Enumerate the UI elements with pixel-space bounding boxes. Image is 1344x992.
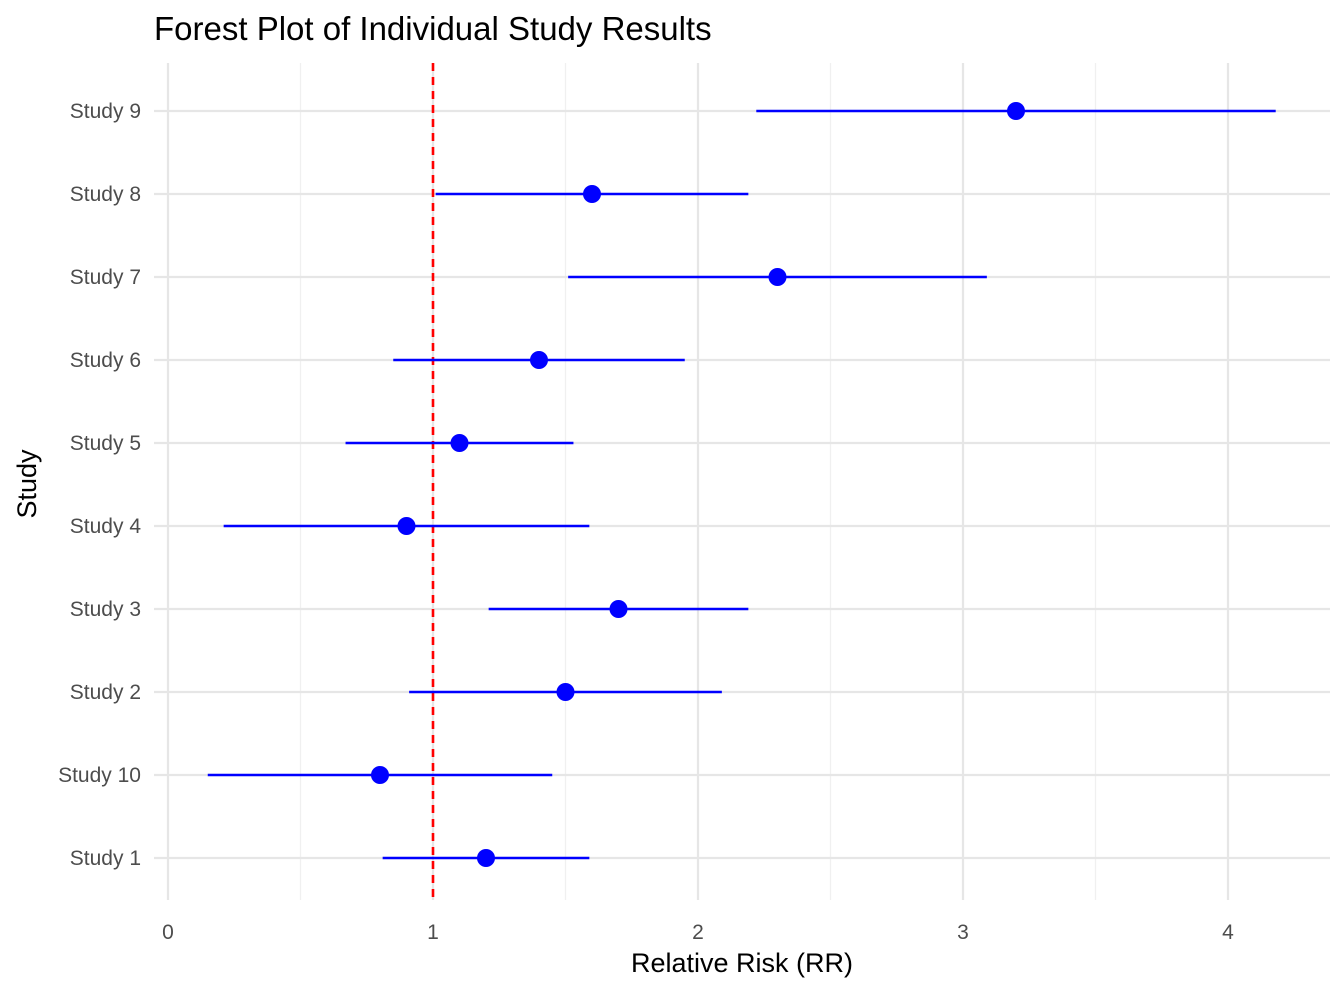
effect-size-point	[371, 766, 389, 784]
data-layer	[207, 102, 1276, 867]
effect-size-point	[530, 351, 548, 369]
effect-size-point	[397, 517, 416, 535]
y-tick-label: Study 10	[58, 764, 141, 787]
x-tick-label: 0	[162, 921, 174, 944]
x-tick-label: 1	[427, 921, 439, 944]
y-tick-label: Study 1	[70, 847, 141, 870]
effect-size-point	[768, 268, 787, 286]
x-axis-title: Relative Risk (RR)	[631, 948, 853, 978]
effect-size-point	[609, 600, 628, 618]
chart-title: Forest Plot of Individual Study Results	[154, 10, 712, 47]
effect-size-point	[477, 849, 495, 867]
y-tick-label: Study 9	[70, 100, 141, 123]
x-tick-label: 4	[1222, 921, 1234, 944]
y-tick-layer: Study 9 Study 8 Study 7 Study 6 Study 5 Study…	[58, 100, 141, 870]
effect-size-point	[1007, 102, 1025, 120]
x-tick-layer: 0 1 2 3 4	[162, 921, 1234, 944]
y-tick-label: Study 6	[70, 349, 141, 372]
y-tick-label: Study 4	[70, 515, 142, 538]
y-tick-label: Study 7	[70, 266, 141, 289]
y-tick-label: Study 2	[70, 681, 141, 704]
effect-size-point	[450, 434, 469, 452]
y-tick-label: Study 8	[70, 183, 141, 206]
x-tick-label: 2	[692, 921, 704, 944]
y-axis-title: Study	[12, 449, 42, 519]
grid-layer	[154, 63, 1330, 900]
plot-background	[154, 63, 1330, 900]
effect-size-point	[583, 185, 601, 203]
y-tick-label: Study 5	[70, 432, 141, 455]
effect-size-point	[556, 683, 575, 701]
x-tick-label: 3	[957, 921, 969, 944]
y-tick-label: Study 3	[70, 598, 141, 621]
